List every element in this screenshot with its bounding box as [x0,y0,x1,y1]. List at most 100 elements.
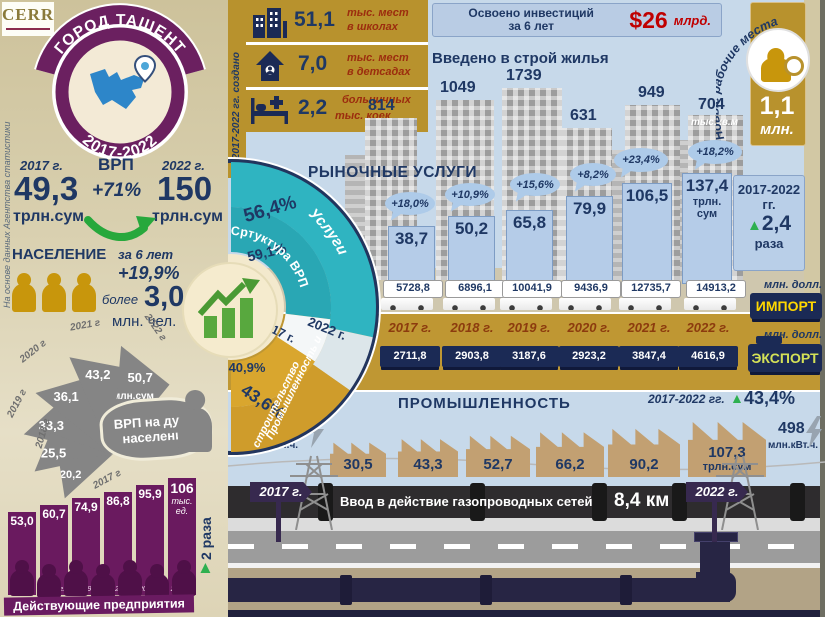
per-capita-year-2020: 2020 г [17,337,49,366]
locomotive-chimney [756,336,782,344]
factory-4: 66,2 [536,432,604,477]
pipe-flange [672,483,687,521]
schools-label-1: тыс. мест [347,7,409,19]
per-capita-year-2021: 2021 г [69,317,102,334]
road-center-line [228,544,825,549]
city-badge: ГОРОД ТАШЕНТ 2017-2022 [34,3,206,160]
grp-growth: +71% [92,180,142,201]
housing-value-5: 949 [638,84,665,101]
pipe-coupling [620,575,632,605]
kindergartens-label-1: тыс. мест [347,52,409,64]
export-wagon-4: 2923,2 [559,346,619,367]
investment-unit: млрд. [673,12,711,28]
pipe-coupling [340,575,352,605]
import-unit: млн. долл. [764,279,822,291]
population-icon [12,284,36,312]
created-note: За 2017-2022 гг. создано [231,52,242,174]
services-growth-bubble-1: +18,0% [385,192,435,215]
grp-unit-right: трлн.сум [152,208,223,225]
growth-arrow-icon [84,216,156,242]
export-wagon-5: 3847,4 [619,346,679,367]
right-margin-strip [804,0,825,312]
population-title: НАСЕЛЕНИЕ [12,246,107,263]
export-year-1: 2017 г. [388,320,432,335]
industry-growth: 43,4% [744,388,796,408]
cerr-logo: CERR [1,1,55,37]
housing-value-6: 704 [698,96,725,113]
export-year-6: 2022 г. [686,320,730,335]
population-value: 3,0 [144,281,185,313]
pipe-coupling [480,575,492,605]
services-title: РЫНОЧНЫЕ УСЛУГИ [308,164,478,181]
services-bar-6-unit2: сум [696,208,718,220]
housing-unit: тыс.кв.м [691,117,739,128]
crowd-person [10,570,34,596]
gas-value: 8,4 км [614,490,670,511]
import-truck: 6896,1 [443,280,505,312]
factory-3: 52,7 [466,435,530,477]
population-unit: млн. чел. [112,313,177,330]
pipe-flange [592,483,607,521]
import-truck: 14913,2 [684,280,746,312]
investment-value: $26 [629,6,668,33]
created-strip: За 2017-2022 гг. создано [228,0,246,178]
population-prefix: более [102,292,139,307]
hospital-beds-value: 2,2 [298,96,328,119]
pipe-elbow [696,572,736,602]
export-wagon-3: 3187,6 [499,346,559,367]
up-arrow-icon: ▲ [746,217,762,234]
grp-value-right: 150 [157,170,213,207]
per-capita-person-icon [178,408,212,452]
worker-magnifier-icon [784,56,804,76]
created-separator [246,42,428,45]
export-year-3: 2019 г. [507,320,551,335]
services-growth-bubble-2: +10,9% [445,183,495,206]
housing-title: Введено в строй жилья [432,50,609,67]
factory-1: 30,5 [330,442,386,477]
gas-sign-2022: 2022 г. [686,482,748,502]
enterprise-growth: 2 раза [198,517,214,560]
industry-title: ПРОМЫШЛЕННОСТЬ [398,395,571,412]
kindergarten-icon [256,51,284,81]
buried-pipe [228,578,710,602]
bottom-strip [228,610,825,617]
power-right-value: 498 [778,420,805,437]
import-truck: 9436,9 [559,280,621,312]
jobs-unit: млн. [760,121,794,138]
pipe-flange [470,483,485,521]
sign-pole [712,502,717,542]
school-icon [253,8,287,38]
schools-label-2: в школах [347,21,398,33]
population-subtitle: за 6 лет [118,247,174,262]
factory-5: 90,2 [608,428,680,477]
services-bar-6: 137,4 трлн. сум [682,173,732,284]
bar-chart-growth-icon [198,278,260,338]
export-wagon-2: 2903,8 [442,346,502,367]
road-shoulder-top [228,518,825,531]
hospital-bed-icon [251,96,288,124]
services-bar-2: 50,2 [448,216,495,284]
pylon-icon [290,455,338,530]
crowd-person [64,570,88,596]
grp-structure-center-icon [184,264,276,356]
housing-value-3: 1739 [506,67,542,84]
jobs-value: 1,1 [759,92,795,120]
export-badge: ЭКСПОРТ [748,344,822,372]
lightning-icon [308,416,324,448]
structure-industry-2017: 40,9% [229,360,266,375]
crowd-person [37,574,61,598]
schools-value: 51,1 [294,8,335,31]
hospital-beds-label-1: больничных [342,94,411,106]
crowd-person [91,574,115,598]
power-right-unit: млн.кВт.ч. [768,440,819,451]
services-growth-bubble-6: +18,2% [688,140,742,164]
grp-unit-left: трлн.сум [13,208,84,225]
housing-value-1: 814 [368,97,395,114]
services-growth-box: 2017-2022 гг. ▲2,4 раза [733,175,805,271]
per-capita-year-2019: 2019 г [5,387,30,420]
pipe-flange [790,483,805,521]
per-capita-year-2017: 2017 г [91,467,124,492]
services-growth-bubble-4: +8,2% [570,163,616,186]
lightning-icon [806,416,822,448]
